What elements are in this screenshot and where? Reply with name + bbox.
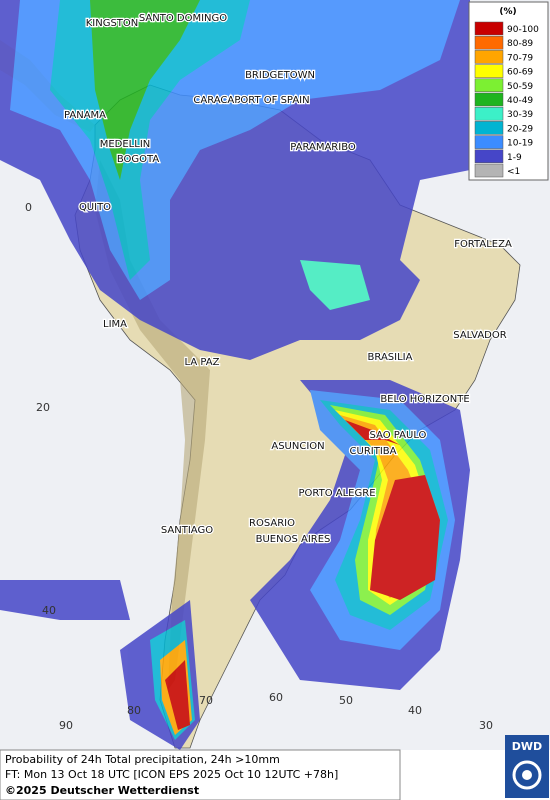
city-label: KINGSTON [86,18,139,29]
logo-text: DWD [512,740,542,753]
city-label: CARACAS [193,95,240,106]
city-label: PORTO ALEGRE [298,488,375,499]
legend-label: 20-29 [507,124,533,134]
legend-swatch [474,50,504,64]
footer-forecast-time: FT: Mon 13 Oct 18 UTC [ICON EPS 2025 Oct… [5,768,338,781]
legend-swatch [474,106,504,121]
longitude-label: 30 [479,719,493,732]
legend-swatch [474,64,504,78]
longitude-label: 90 [59,719,73,732]
legend-swatch [474,35,504,50]
city-label: BOGOTA [117,154,160,165]
legend-swatch [474,78,504,93]
city-label: PANAMA [64,110,106,121]
logo-center [522,770,532,780]
footer-box [0,749,401,800]
city-label: BRASILIA [368,352,413,363]
city-label: PARAMARIBO [290,142,356,153]
legend-label: 50-59 [507,82,533,92]
legend-label: 60-69 [507,68,533,78]
city-label: ROSARIO [249,518,295,529]
city-label: SAO PAULO [370,430,427,441]
latitude-label: 0 [25,201,32,214]
city-label: LIMA [103,319,127,330]
city-label: SANTIAGO [161,525,213,536]
city-label: LA PAZ [185,357,220,368]
city-label: FORTALEZA [454,239,512,250]
city-labels: KINGSTON SANTO DOMINGO BRIDGETOWN PANAMA… [63,12,513,547]
longitude-label: 40 [408,704,422,717]
legend-swatch [474,135,504,149]
longitude-label: 60 [269,691,283,704]
city-label: CURITIBA [350,446,397,457]
precipitation [0,0,470,750]
footer-product: Probability of 24h Total precipitation, … [5,753,280,766]
longitude-label: 50 [339,694,353,707]
longitude-label: 70 [199,694,213,707]
legend-swatch [474,121,504,135]
legend-swatch [474,149,504,164]
grid-labels: 0 20 40 90 80 70 60 50 40 30 [25,201,493,732]
legend-swatch [474,21,504,36]
city-label: BRIDGETOWN [245,70,315,81]
legend: (%) 90-100 80-89 70-79 60-69 50-59 40-49 30-39… [468,1,549,181]
city-label: BUENOS AIRES [256,534,331,545]
city-label: BELO HORIZONTE [380,394,469,405]
legend-label: 80-89 [507,39,533,49]
city-label: SALVADOR [453,330,506,341]
legend-label: 70-79 [507,53,533,63]
legend-label: <1 [507,167,520,177]
legend-label: 90-100 [507,25,539,35]
city-label: ASUNCION [271,441,324,452]
city-label: SANTO DOMINGO [139,13,227,24]
legend-label: 10-19 [507,139,533,149]
legend-swatch [474,163,504,178]
city-label: PORT OF SPAIN [234,95,309,106]
city-label: QUITO [79,202,111,213]
longitude-label: 80 [127,704,141,717]
latitude-label: 40 [42,604,56,617]
latitude-label: 20 [36,401,50,414]
city-label: MEDELLIN [100,139,151,150]
legend-label: 30-39 [507,110,533,120]
logo-swirl [512,760,542,790]
legend-swatch [474,92,504,107]
legend-label: 1-9 [507,153,522,163]
footer-copyright: ©2025 Deutscher Wetterdienst [5,784,199,797]
legend-label: 40-49 [507,96,533,106]
legend-title: (%) [499,7,516,17]
